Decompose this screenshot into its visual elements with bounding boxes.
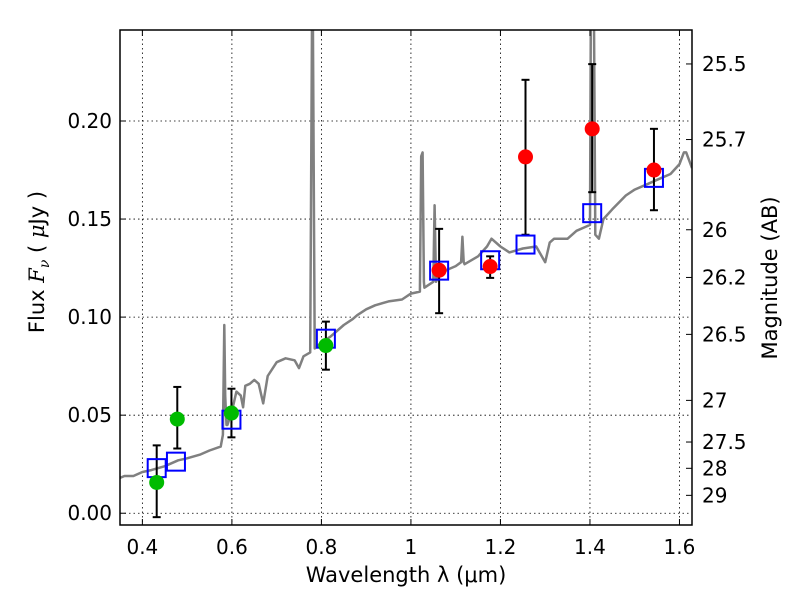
model-photometry-square (515, 234, 536, 255)
plot-frame (119, 29, 693, 526)
model-photometry-square (582, 203, 603, 224)
y-axis-label: Flux Fν ( μJy ) (25, 191, 53, 333)
observed-flux-point (169, 411, 185, 427)
y-tick-label: 0.00 (67, 501, 112, 525)
x-tick-label: 1.2 (485, 535, 517, 559)
right-tick-label: 26.2 (702, 265, 747, 289)
right-axis-label: Magnitude (AB) (758, 196, 782, 359)
right-tick-label: 27 (702, 388, 727, 412)
right-tick-label: 25.5 (702, 52, 747, 76)
observed-flux-point (431, 262, 447, 278)
observed-flux-point (646, 162, 662, 178)
right-tick-label: 28 (702, 456, 727, 480)
right-tick-label: 26.5 (702, 322, 747, 346)
model-photometry-square (429, 260, 450, 281)
x-tick-label: 0.6 (216, 535, 248, 559)
right-tick-label: 29 (702, 483, 727, 507)
observed-flux-point (149, 474, 165, 490)
plot-marks (120, 30, 692, 480)
y-tick-label: 0.15 (67, 207, 112, 231)
x-tick-label: 0.8 (306, 535, 338, 559)
x-tick-label: 1.6 (664, 535, 696, 559)
model-photometry-square (165, 451, 186, 472)
x-tick-label: 1 (405, 535, 418, 559)
observed-flux-point (482, 259, 498, 275)
right-tick-label: 27.5 (702, 430, 747, 454)
observed-flux-point (223, 405, 239, 421)
y-tick-label: 0.10 (67, 305, 112, 329)
grid (120, 30, 692, 525)
x-axis-label: Wavelength λ (μm) (306, 563, 507, 587)
right-tick-label: 26 (702, 218, 727, 242)
x-tick-label: 1.4 (574, 535, 606, 559)
axis-ticks: 0.4 0.6 0.8 1 1.2 1.4 1.6 0.00 0.05 0.10 0.15 0.20 2… (67, 30, 747, 559)
observed-flux-point (518, 149, 534, 165)
y-tick-label: 0.20 (67, 109, 112, 133)
x-tick-label: 0.4 (126, 535, 158, 559)
model-spectrum-line (120, 30, 692, 480)
observed-flux-point (584, 121, 600, 137)
error-bars (152, 63, 658, 519)
observed-flux-point (318, 338, 334, 354)
right-tick-label: 25.7 (702, 128, 747, 152)
y-tick-label: 0.05 (67, 403, 112, 427)
data-points (146, 121, 664, 490)
